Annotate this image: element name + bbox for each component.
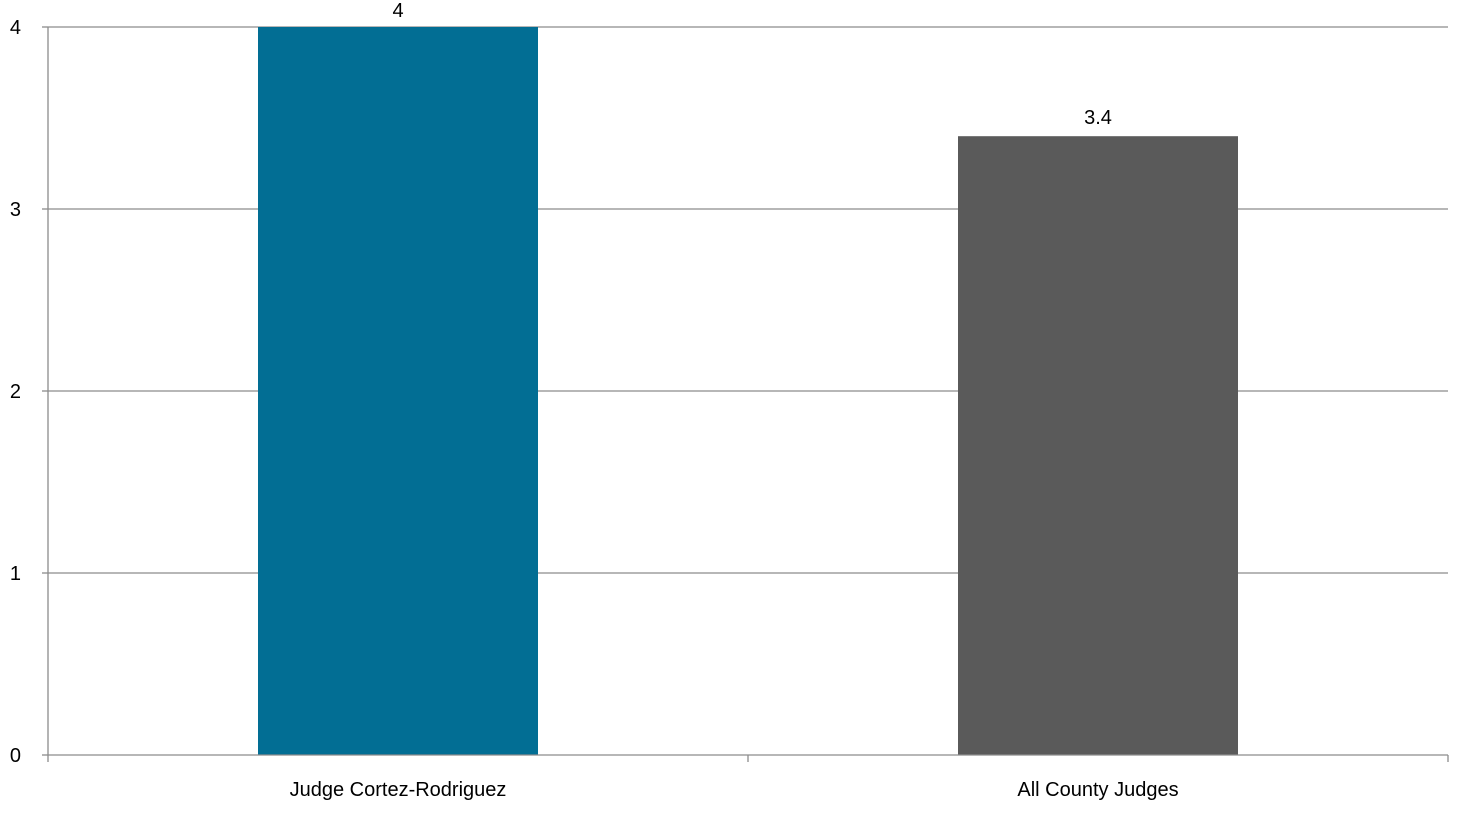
y-tick-label: 3 [10, 199, 21, 221]
x-category-label: All County Judges [1017, 779, 1178, 801]
y-tick-label: 0 [10, 745, 21, 767]
bars [258, 27, 1238, 755]
y-tick-label: 1 [10, 563, 21, 585]
axes [42, 26, 1449, 762]
data-label: 4 [392, 0, 403, 22]
x-category-label: Judge Cortez-Rodriguez [290, 779, 507, 801]
labels: 0 1 2 3 4 4 Judge Cortez-Rodriguez 3.4 All Count… [10, 0, 1179, 801]
data-label-background [382, 0, 414, 22]
y-tick-label: 4 [10, 17, 21, 39]
bar [958, 136, 1238, 755]
bar [258, 27, 538, 755]
y-tick-label: 2 [10, 381, 21, 403]
data-label: 3.4 [1084, 107, 1112, 129]
